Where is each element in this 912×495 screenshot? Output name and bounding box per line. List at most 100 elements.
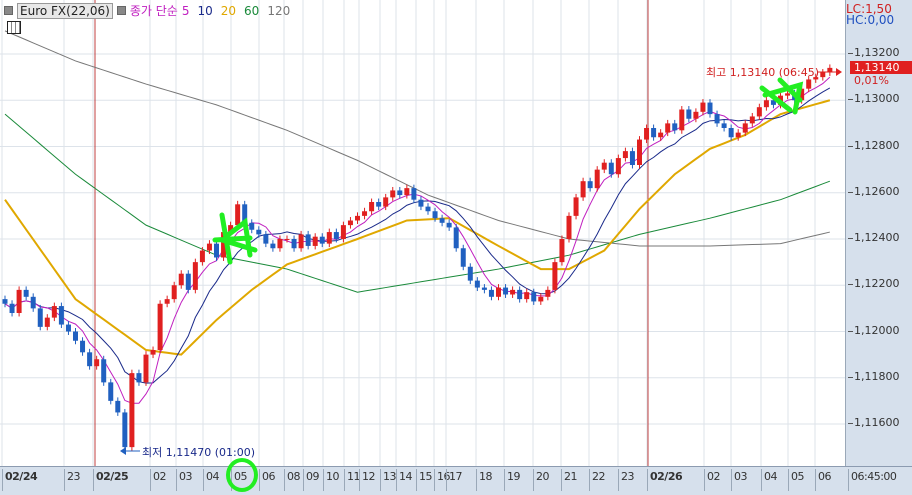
time-label: 16 bbox=[434, 469, 451, 491]
candle-up bbox=[559, 239, 565, 263]
candle-up bbox=[580, 181, 586, 198]
candle-up bbox=[150, 350, 156, 355]
time-label: 02/26 bbox=[647, 469, 683, 491]
candle-up bbox=[298, 234, 304, 249]
candle-down bbox=[446, 222, 452, 228]
candle-down bbox=[728, 128, 734, 138]
candle-down bbox=[214, 243, 219, 258]
candle-up bbox=[637, 139, 642, 165]
candle-down bbox=[686, 109, 692, 119]
candle-up bbox=[566, 215, 572, 239]
candle-up bbox=[129, 373, 135, 448]
candle-up bbox=[806, 79, 812, 89]
instrument-title[interactable]: Euro FX(22,06) bbox=[17, 2, 113, 19]
ma-period-5[interactable]: 5 bbox=[181, 3, 190, 18]
ma-period-10[interactable]: 10 bbox=[197, 3, 213, 18]
candle-down bbox=[651, 128, 657, 138]
candle-down bbox=[439, 218, 445, 223]
hc-label: HC:0,00 bbox=[846, 13, 895, 27]
ma-period-20[interactable]: 20 bbox=[220, 3, 237, 18]
candle-up bbox=[799, 88, 805, 101]
lc-label: LC:1,50 bbox=[846, 2, 892, 16]
time-label: 02 bbox=[150, 469, 167, 491]
candle-up bbox=[545, 289, 551, 297]
candle-up bbox=[390, 190, 396, 198]
candle-up bbox=[362, 211, 368, 216]
candle-down bbox=[629, 151, 635, 165]
time-label: 13 bbox=[380, 469, 397, 491]
candle-up bbox=[51, 306, 57, 318]
candle-down bbox=[672, 123, 678, 131]
candle-down bbox=[305, 234, 311, 246]
candle-up bbox=[735, 132, 741, 138]
time-label: 20 bbox=[533, 469, 550, 491]
candle-down bbox=[608, 162, 614, 175]
price-label: 1,13200 bbox=[848, 46, 900, 59]
ma-period-120[interactable]: 120 bbox=[267, 3, 291, 18]
time-label: 09 bbox=[303, 469, 320, 491]
table-view-icon[interactable] bbox=[7, 21, 21, 34]
time-label: 17 bbox=[446, 469, 463, 491]
time-label: 10 bbox=[323, 469, 340, 491]
candle-down bbox=[714, 114, 720, 124]
candle-down bbox=[319, 236, 325, 244]
time-label: 02/25 bbox=[93, 469, 129, 491]
candle-up bbox=[369, 202, 375, 212]
candle-down bbox=[256, 229, 262, 235]
candle-down bbox=[115, 400, 121, 413]
candle-up bbox=[538, 296, 544, 302]
price-label: 1,12400 bbox=[848, 231, 900, 244]
time-label: 12 bbox=[359, 469, 376, 491]
candle-up bbox=[749, 116, 755, 124]
candle-up bbox=[16, 289, 22, 313]
ma-label: 종가 단순 bbox=[129, 4, 178, 18]
candle-down bbox=[9, 303, 15, 313]
candle-down bbox=[23, 289, 29, 297]
time-axis[interactable]: 02/24 23 02/25 02 03 04 05 06 08 09 10 11 12 13 14 15 16… bbox=[0, 466, 912, 495]
price-label: 1,12200 bbox=[848, 277, 900, 291]
candle-up bbox=[171, 285, 177, 300]
candle-up bbox=[693, 111, 699, 119]
candle-up bbox=[622, 151, 628, 159]
candle-up bbox=[312, 236, 318, 246]
candle-up bbox=[742, 123, 748, 133]
time-label: 11 bbox=[344, 469, 361, 491]
annotation-scribble bbox=[759, 77, 804, 115]
candle-up bbox=[94, 359, 100, 367]
candle-up bbox=[235, 204, 241, 226]
candle-up bbox=[679, 109, 685, 131]
candle-down bbox=[80, 340, 86, 353]
price-axis[interactable]: LC:1,50 HC:0,00 1,13200 1,13000 1,12800 1,1… bbox=[846, 0, 912, 466]
ma20-line bbox=[4, 99, 831, 356]
candle-up bbox=[820, 72, 826, 78]
candle-down bbox=[707, 102, 713, 115]
last-price-badge: 1,13140 bbox=[850, 61, 912, 74]
time-label: 23 bbox=[618, 469, 635, 491]
legend-toggle-icon[interactable] bbox=[4, 6, 13, 15]
candle-down bbox=[467, 266, 473, 281]
candle-down bbox=[517, 289, 523, 300]
price-label: 1,11800 bbox=[848, 369, 900, 383]
time-label: 22 bbox=[589, 469, 606, 491]
candle-down bbox=[587, 181, 593, 189]
price-label: 1,11600 bbox=[848, 416, 900, 429]
candle-down bbox=[101, 359, 107, 383]
candle-up bbox=[340, 225, 346, 239]
candle-up bbox=[199, 250, 205, 263]
ma-period-60[interactable]: 60 bbox=[244, 3, 260, 18]
candle-up bbox=[601, 162, 607, 170]
time-label: 06:45:00 bbox=[848, 469, 897, 491]
ma120-line bbox=[4, 30, 830, 247]
price-label: 1,12000 bbox=[848, 323, 900, 337]
candle-up bbox=[383, 197, 389, 207]
candle-down bbox=[333, 232, 339, 239]
ma-toggle-icon[interactable] bbox=[116, 6, 126, 15]
candle-up bbox=[496, 287, 501, 297]
candle-down bbox=[2, 299, 8, 304]
candle-down bbox=[770, 100, 776, 105]
candle-down bbox=[108, 382, 114, 401]
price-chart[interactable] bbox=[0, 0, 846, 466]
candle-down bbox=[30, 296, 36, 309]
candle-up bbox=[143, 354, 149, 383]
candle-up bbox=[700, 102, 706, 112]
